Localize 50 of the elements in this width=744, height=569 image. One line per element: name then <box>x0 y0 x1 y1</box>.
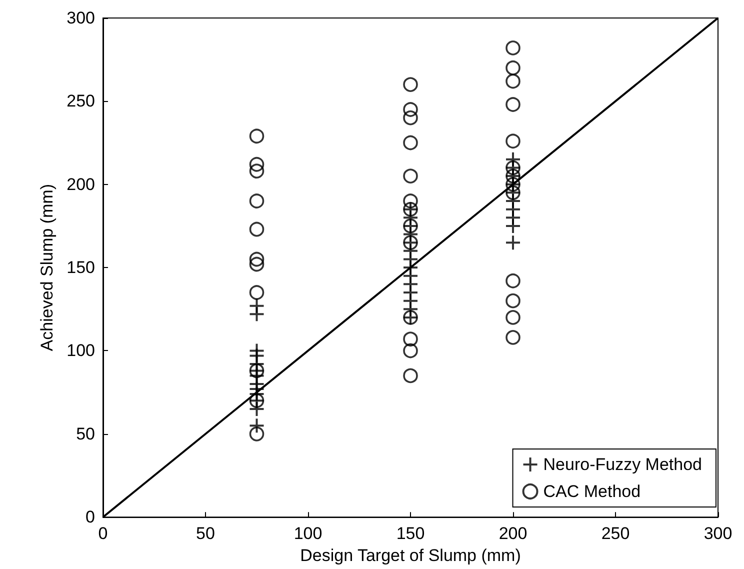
y-tick-label: 0 <box>86 508 95 527</box>
point <box>403 343 418 358</box>
x-tick-label: 0 <box>98 524 108 544</box>
point <box>403 102 418 117</box>
point <box>505 218 521 234</box>
point <box>403 368 418 384</box>
point <box>506 330 520 345</box>
y-tick-label: 50 <box>76 424 95 444</box>
y-tick-label: 250 <box>66 92 95 111</box>
point <box>506 310 520 325</box>
point <box>249 164 264 178</box>
point <box>249 194 264 208</box>
point <box>403 332 418 346</box>
x-tick-label: 100 <box>294 524 322 544</box>
point <box>248 400 265 417</box>
legend-label: CAC Method <box>543 482 641 501</box>
point <box>403 194 418 208</box>
point <box>403 168 418 184</box>
point <box>248 306 265 322</box>
point <box>506 293 520 308</box>
point <box>249 252 264 267</box>
x-tick-label: 200 <box>498 524 528 544</box>
x-axis-title: Design Target of Slump (mm) <box>300 546 521 565</box>
point <box>506 74 520 89</box>
y-tick-label: 100 <box>66 341 95 360</box>
point <box>403 135 418 150</box>
point <box>249 222 264 237</box>
x-tick-label: 150 <box>396 524 425 544</box>
y-axis-title: Achieved Slump (mm) <box>38 184 57 352</box>
x-tick-label: 50 <box>196 524 215 544</box>
point <box>506 60 520 76</box>
point <box>249 426 264 442</box>
legend-label: Neuro-Fuzzy Method <box>543 455 702 474</box>
y-tick-label: 200 <box>66 174 95 194</box>
point <box>506 40 520 56</box>
point <box>249 285 264 300</box>
point <box>249 256 264 272</box>
point <box>403 77 418 92</box>
point <box>403 110 418 126</box>
point <box>505 234 521 251</box>
point <box>506 97 520 112</box>
point <box>506 134 520 149</box>
point <box>249 157 264 172</box>
y-tick-label: 150 <box>66 258 95 278</box>
x-tick-label: 300 <box>704 524 732 544</box>
point <box>249 128 264 144</box>
point <box>248 418 265 434</box>
x-tick-label: 250 <box>601 524 630 544</box>
point <box>506 273 520 288</box>
y-tick-label: 300 <box>66 8 95 28</box>
